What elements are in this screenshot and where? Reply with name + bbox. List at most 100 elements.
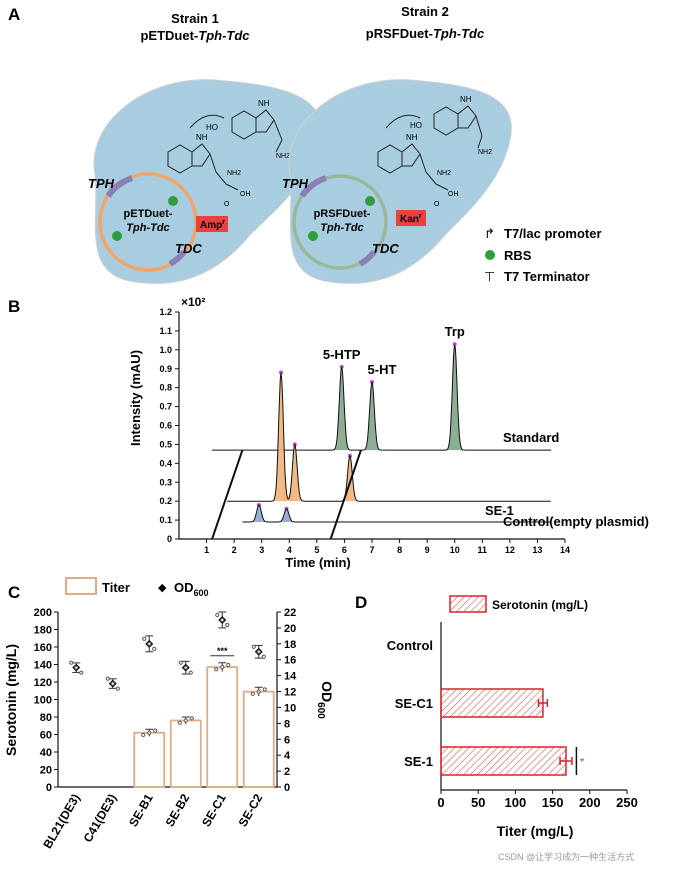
y-tick-label: 1.1 <box>159 326 172 336</box>
x-tick-label: 4 <box>287 545 292 555</box>
titer-replicate <box>220 665 225 670</box>
legend-titer-label: Titer <box>102 580 130 595</box>
legend-terminator-label: T7 Terminator <box>504 269 590 284</box>
category-label: Control <box>387 638 433 653</box>
peak-fill-1-1 <box>283 436 306 502</box>
legend-rbs-icon <box>485 250 495 260</box>
y2-tick-label: 2 <box>284 766 290 778</box>
y-tick-label: 200 <box>34 607 52 619</box>
titer-replicate <box>141 732 146 738</box>
peak-label: 5-HTP <box>323 347 361 362</box>
strain2-title: Strain 2 <box>401 4 449 19</box>
titer-od-chart: 0 20 40 60 80 100 120 140 160 180 200 0 2 4 6 8 10 12 14 16… <box>34 607 297 851</box>
x-tick-label: 150 <box>542 795 564 810</box>
titer-replicate <box>147 730 152 735</box>
category-label: SE-B1 <box>126 791 156 829</box>
od-replicate <box>152 646 157 651</box>
y-tick-label: 20 <box>40 765 52 777</box>
strain1: Strain 1 pETDuet-Tph-Tdc pETDuet- Tph-Td… <box>88 11 322 284</box>
y2-tick-label: 12 <box>284 687 296 699</box>
x-tick-label: 100 <box>505 795 527 810</box>
strain2-plasmid-ring <box>292 174 388 270</box>
y-tick-label: 140 <box>34 660 52 672</box>
strain1-trp-o-label: O <box>224 201 230 208</box>
od-replicate <box>74 665 79 670</box>
x-tick-label: 50 <box>471 795 485 810</box>
x-tick-label: 12 <box>505 545 515 555</box>
series-line-2 <box>242 504 551 523</box>
od-replicate <box>110 681 115 686</box>
peak-fill-2-1 <box>275 508 298 522</box>
y-tick-label: 120 <box>34 677 52 689</box>
strain1-tdc-gene <box>168 250 187 267</box>
legend-rbs-label: RBS <box>504 248 532 263</box>
strain1-circle-line2: Tph-Tdc <box>126 222 169 234</box>
strain1-title: Strain 1 <box>171 11 219 26</box>
legend-terminator-icon: ⊤ <box>484 269 495 284</box>
titer-replicate <box>226 662 231 668</box>
x-tick-label: 8 <box>397 545 402 555</box>
category-label: SE-C1 <box>395 696 433 711</box>
legend-promoter-label: T7/lac promoter <box>504 226 602 241</box>
strain2-cell <box>288 79 512 284</box>
strain1-resistance: Ampr <box>200 219 225 231</box>
strain2-trp-molecule <box>377 143 449 191</box>
x-tick-label: 200 <box>579 795 601 810</box>
panel-d: D Serotonin (mg/L) 0 50 100 150 200 250 Contro… <box>355 593 638 839</box>
y2-tick-label: 6 <box>284 734 290 746</box>
strain2-resistance: Kanr <box>400 213 422 225</box>
od-replicate <box>105 676 110 681</box>
serotonin-bar <box>440 688 544 718</box>
strain2-ho-label: HO <box>410 121 422 130</box>
titer-replicate <box>256 689 261 694</box>
panel-b: B ×10² 0 0.1 0.2 0.3 0.4 0.5 0.6 0.7 0.8 0.9 1.0 1.… <box>8 295 649 570</box>
od-replicate <box>261 654 266 659</box>
y-tick-label: 180 <box>34 625 52 637</box>
titer-replicate <box>153 728 158 733</box>
titer-replicate <box>214 667 219 672</box>
panel-c-legend: Titer ◆ OD600 <box>65 577 209 598</box>
strain2-rbs-1 <box>365 196 375 206</box>
peak-marker <box>452 342 457 347</box>
strain2-rbs-2 <box>308 231 318 241</box>
od-replicate <box>215 612 220 618</box>
panel-c: C Titer ◆ OD600 020406080100120140160180… <box>3 577 335 851</box>
y2-tick-label: 20 <box>284 623 296 635</box>
y2-tick-label: 4 <box>284 750 291 762</box>
y-tick-label: 0.2 <box>159 496 172 506</box>
chromatogram-chart: 00.10.20.30.40.50.60.70.80.91.01.11.21 2 3… <box>159 307 648 555</box>
y-tick-label: 0.6 <box>159 421 172 431</box>
strain2-trp-oh-label: OH <box>448 191 459 198</box>
strain1-serotonin-molecule <box>231 109 283 153</box>
category-label: SE-B2 <box>163 791 193 829</box>
series-label: Control(empty plasmid) <box>503 514 649 529</box>
strain2-resistance-box <box>396 210 426 226</box>
y2-tick-label: 18 <box>284 639 296 651</box>
strain1-trp-nh-label: NH <box>196 133 208 142</box>
strain1-trp-oh-label: OH <box>240 191 251 198</box>
peak-fill-2-0 <box>247 504 270 522</box>
legend-od-icon: ◆ <box>158 582 167 594</box>
peak-fill-0-1 <box>360 382 384 451</box>
x-tick-label: 2 <box>232 545 237 555</box>
strain2-tdc-label: TDC <box>372 241 399 256</box>
strain2-tph-gene <box>299 175 328 198</box>
peak-label: 5-HT <box>368 362 397 377</box>
strain2-trp-nh-label: NH <box>406 133 418 142</box>
x-tick-label: 11 <box>478 545 488 555</box>
strain1-nh2-label: NH2 <box>276 153 290 160</box>
y-tick-label: 1.0 <box>159 345 172 355</box>
serotonin-bar-chart: 0 50 100 150 200 250 Control SE-C1 SE-1 * <box>387 622 638 810</box>
strain1-ho-label: HO <box>206 123 218 132</box>
legend-titer-swatch <box>65 577 97 595</box>
strain1-tph-gene <box>105 175 134 198</box>
x-tick-label: 250 <box>616 795 638 810</box>
titer-bar <box>206 666 239 788</box>
x-tick-label: 3 <box>259 545 264 555</box>
od-replicate <box>79 670 84 675</box>
peak-marker <box>370 379 374 384</box>
x-tick-label: 13 <box>532 545 542 555</box>
y-tick-label: 160 <box>34 642 52 654</box>
strain1-trp-molecule <box>167 143 239 191</box>
od-replicate <box>142 636 147 641</box>
